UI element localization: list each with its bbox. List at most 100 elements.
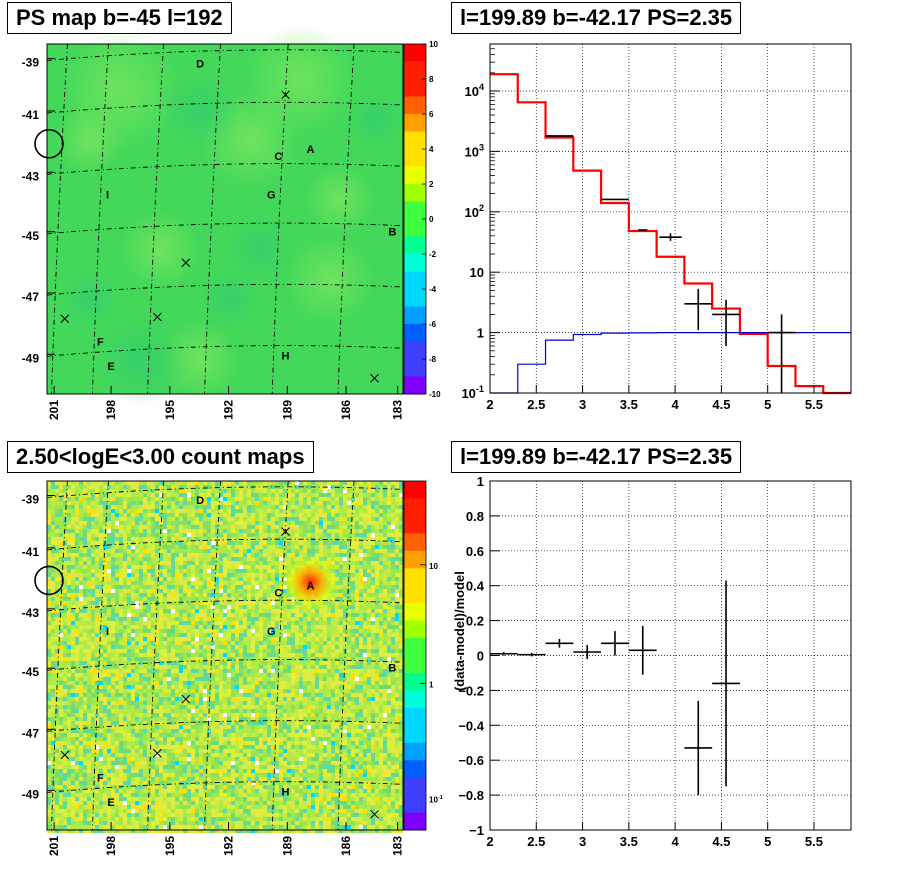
count-pixel — [199, 617, 203, 621]
count-pixel — [47, 569, 51, 573]
count-pixel — [307, 541, 311, 545]
count-pixel — [383, 549, 387, 553]
count-pixel — [239, 621, 243, 625]
count-pixel — [179, 665, 183, 669]
count-pixel — [203, 621, 207, 625]
count-pixel — [199, 593, 203, 597]
count-pixel — [335, 645, 339, 649]
count-pixel — [87, 549, 91, 553]
count-pixel — [199, 481, 203, 485]
count-pixel — [79, 629, 83, 633]
count-pixel — [347, 533, 351, 537]
count-pixel — [159, 613, 163, 617]
count-pixel — [143, 637, 147, 641]
count-pixel — [55, 509, 59, 513]
count-pixel — [195, 613, 199, 617]
count-pixel — [147, 657, 151, 661]
count-pixel — [375, 613, 379, 617]
count-pixel — [247, 677, 251, 681]
count-pixel — [71, 577, 75, 581]
count-pixel — [263, 533, 267, 537]
count-pixel — [163, 609, 167, 613]
count-pixel — [151, 509, 155, 513]
spectrum-xtick-label: 4 — [672, 397, 680, 412]
spectrum-title: l=199.89 b=-42.17 PS=2.35 — [451, 2, 742, 34]
count-pixel — [323, 681, 327, 685]
count-pixel — [227, 645, 231, 649]
count-pixel — [327, 685, 331, 689]
count-pixel — [147, 513, 151, 517]
count-pixel — [371, 661, 375, 665]
count-pixel — [327, 629, 331, 633]
count-pixel — [335, 621, 339, 625]
count-pixel — [139, 561, 143, 565]
count-pixel — [71, 529, 75, 533]
count-pixel — [359, 545, 363, 549]
count-pixel — [163, 561, 167, 565]
count-pixel — [119, 629, 123, 633]
count-pixel — [95, 557, 99, 561]
count-pixel — [135, 557, 139, 561]
count-pixel — [347, 589, 351, 593]
count-pixel — [171, 585, 175, 589]
count-pixel — [259, 505, 263, 509]
count-pixel — [203, 605, 207, 609]
count-pixel — [311, 617, 315, 621]
count-pixel — [359, 613, 363, 617]
count-pixel — [159, 685, 163, 689]
count-pixel — [375, 533, 379, 537]
count-pixel — [231, 489, 235, 493]
count-pixel — [315, 541, 319, 545]
count-pixel — [271, 537, 275, 541]
count-pixel — [95, 637, 99, 641]
count-pixel — [151, 593, 155, 597]
count-pixel — [131, 557, 135, 561]
count-pixel — [367, 545, 371, 549]
count-pixel — [283, 505, 287, 509]
count-pixel — [51, 661, 55, 665]
count-pixel — [183, 541, 187, 545]
count-pixel — [355, 513, 359, 517]
count-pixel — [175, 537, 179, 541]
count-pixel — [275, 673, 279, 677]
count-pixel — [147, 633, 151, 637]
count-pixel — [103, 601, 107, 605]
count-pixel — [271, 677, 275, 681]
count-pixel — [79, 577, 83, 581]
count-pixel — [159, 525, 163, 529]
count-pixel — [147, 569, 151, 573]
count-pixel — [191, 505, 195, 509]
count-pixel — [275, 657, 279, 661]
count-pixel — [183, 481, 187, 485]
count-pixel — [131, 621, 135, 625]
count-pixel — [387, 509, 391, 513]
count-pixel — [147, 497, 151, 501]
count-pixel — [71, 605, 75, 609]
count-pixel — [399, 669, 403, 673]
count-pixel — [55, 545, 59, 549]
count-pixel — [323, 553, 327, 557]
count-pixel — [371, 517, 375, 521]
count-pixel — [187, 601, 191, 605]
count-pixel — [83, 629, 87, 633]
count-pixel — [171, 561, 175, 565]
count-pixel — [55, 641, 59, 645]
count-pixel — [331, 541, 335, 545]
count-pixel — [351, 649, 355, 653]
count-pixel — [275, 625, 279, 629]
count-pixel — [155, 497, 159, 501]
count-pixel — [155, 489, 159, 493]
count-pixel — [299, 629, 303, 633]
count-pixel — [203, 629, 207, 633]
count-pixel — [79, 657, 83, 661]
count-pixel — [399, 633, 403, 637]
count-pixel — [139, 481, 143, 485]
count-pixel — [347, 621, 351, 625]
count-pixel — [155, 505, 159, 509]
count-pixel — [63, 541, 67, 545]
count-pixel — [303, 653, 307, 657]
count-pixel — [207, 665, 211, 669]
count-pixel — [71, 661, 75, 665]
count-pixel — [179, 573, 183, 577]
count-pixel — [107, 673, 111, 677]
